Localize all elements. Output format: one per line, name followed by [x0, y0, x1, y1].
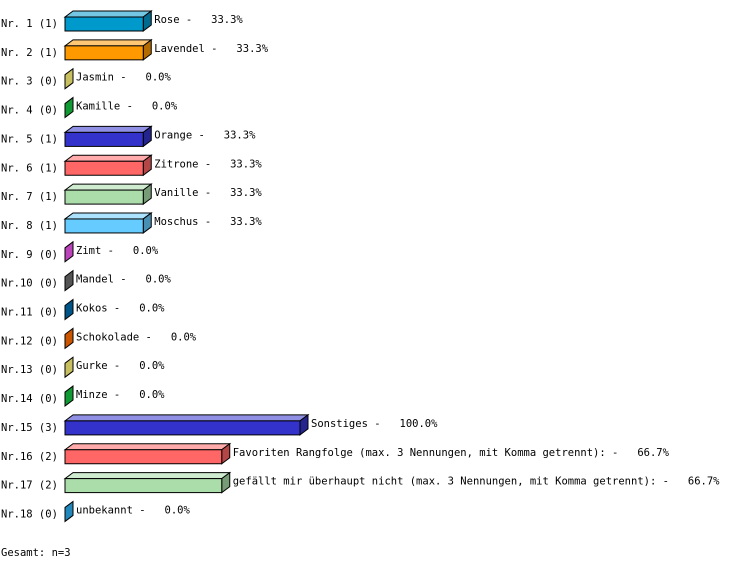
bar-row: Nr. 4 (0) Kamille - 0.0% [1, 96, 178, 119]
bar-label: Minze - 0.0% [76, 389, 165, 401]
bar [64, 356, 74, 379]
bar-label: Sonstiges - 100.0% [311, 418, 438, 430]
row-rank: Nr.16 (2) [1, 451, 58, 463]
bar [64, 67, 74, 90]
bar-label: Gurke - 0.0% [76, 360, 165, 372]
bar-row: Nr. 5 (1) Orange - 33.3% [1, 125, 256, 148]
bar [64, 16, 144, 32]
bar-row: Nr.10 (0) Mandel - 0.0% [1, 269, 172, 292]
bar [64, 327, 74, 350]
bar-label: Kamille - 0.0% [76, 101, 178, 113]
bar-label: Favoriten Rangfolge (max. 3 Nennungen, m… [233, 447, 670, 459]
bar [64, 500, 74, 523]
bar [64, 160, 144, 176]
bar-row: Nr. 9 (0) Zimt - 0.0% [1, 240, 159, 263]
bar-row: Nr. 8 (1) Moschus - 33.3% [1, 211, 262, 234]
bar-row: Nr.18 (0) unbekannt - 0.0% [1, 500, 190, 523]
row-rank: Nr.18 (0) [1, 508, 58, 520]
bar [64, 131, 144, 147]
row-rank: Nr. 6 (1) [1, 162, 58, 174]
row-rank: Nr.11 (0) [1, 307, 58, 319]
bar-label: Zitrone - 33.3% [154, 158, 262, 170]
row-rank: Nr. 1 (1) [1, 18, 58, 30]
bar-row: Nr.16 (2) Favoriten Rangfolge (max. 3 Nen… [1, 442, 670, 465]
row-rank: Nr. 2 (1) [1, 47, 58, 59]
row-rank: Nr. 8 (1) [1, 220, 58, 232]
row-rank: Nr. 4 (0) [1, 105, 58, 117]
bar-label: Rose - 33.3% [154, 14, 243, 26]
row-rank: Nr.10 (0) [1, 278, 58, 290]
row-rank: Nr.14 (0) [1, 393, 58, 405]
bar-top [63, 125, 153, 133]
row-rank: Nr. 5 (1) [1, 133, 58, 145]
bar [64, 478, 223, 494]
bar-label: Jasmin - 0.0% [76, 72, 172, 84]
bar [64, 449, 223, 465]
bar-label: Mandel - 0.0% [76, 274, 172, 286]
bar-row: Nr.11 (0) Kokos - 0.0% [1, 298, 165, 321]
bar-label: gefällt mir überhaupt nicht (max. 3 Nenn… [233, 476, 720, 488]
bar-top [63, 183, 153, 191]
bar-row: Nr.14 (0) Minze - 0.0% [1, 385, 165, 408]
bar-label: Orange - 33.3% [154, 129, 256, 141]
bar-row: Nr. 2 (1) Lavendel - 33.3% [1, 38, 269, 61]
bar-top [63, 443, 232, 451]
bar-label: Moschus - 33.3% [154, 216, 262, 228]
bar-row: Nr.13 (0) Gurke - 0.0% [1, 356, 165, 379]
bar [64, 45, 144, 61]
bar-label: Zimt - 0.0% [76, 245, 159, 257]
bar [64, 420, 301, 436]
bar [64, 298, 74, 321]
bar-label: unbekannt - 0.0% [76, 504, 190, 516]
bar-top [63, 212, 153, 220]
row-rank: Nr.13 (0) [1, 364, 58, 376]
bar [64, 189, 144, 205]
bar-label: Lavendel - 33.3% [154, 43, 268, 55]
bar-top [63, 10, 153, 18]
row-rank: Nr.12 (0) [1, 335, 58, 347]
bar-row: Nr. 3 (0) Jasmin - 0.0% [1, 67, 172, 90]
bar-label: Kokos - 0.0% [76, 303, 165, 315]
row-rank: Nr.17 (2) [1, 480, 58, 492]
row-rank: Nr. 9 (0) [1, 249, 58, 261]
bar [64, 96, 74, 119]
bar-row: Nr.12 (0) Schokolade - 0.0% [1, 327, 197, 350]
bar-label: Vanille - 33.3% [154, 187, 262, 199]
bar-top [63, 472, 232, 480]
bar [64, 218, 144, 234]
row-rank: Nr. 7 (1) [1, 191, 58, 203]
bar-row: Nr. 1 (1) Rose - 33.3% [1, 10, 243, 32]
bar-top [63, 39, 153, 47]
bar-row: Nr.17 (2) gefällt mir überhaupt nicht (ma… [1, 471, 720, 494]
bar-top [63, 414, 310, 422]
bar-label: Schokolade - 0.0% [76, 331, 197, 343]
total-count: Gesamt: n=3 [1, 547, 71, 559]
row-rank: Nr. 3 (0) [1, 76, 58, 88]
bar-row: Nr. 6 (1) Zitrone - 33.3% [1, 154, 262, 177]
bar [64, 269, 74, 292]
bar-row: Nr. 7 (1) Vanille - 33.3% [1, 183, 262, 206]
bar [64, 240, 74, 263]
row-rank: Nr.15 (3) [1, 422, 58, 434]
bar-row: Nr.15 (3) Sonstiges - 100.0% [1, 413, 438, 436]
bar [64, 385, 74, 408]
bar-top [63, 154, 153, 162]
